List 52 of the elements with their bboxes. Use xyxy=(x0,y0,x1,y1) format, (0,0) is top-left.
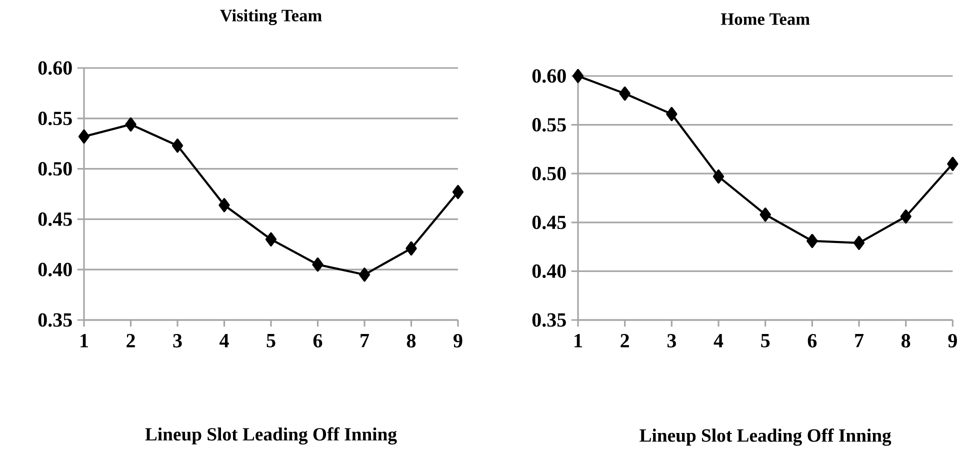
y-tick-label: 0.35 xyxy=(532,313,566,327)
x-axis-title: Lineup Slot Leading Off Inning xyxy=(145,427,397,445)
point xyxy=(760,208,771,222)
point xyxy=(125,117,136,132)
x-tick-label: 4 xyxy=(220,334,229,348)
point xyxy=(619,86,630,101)
point xyxy=(78,129,90,144)
x-tick-label: 8 xyxy=(902,334,910,348)
y-tick-label: 0.50 xyxy=(38,162,72,176)
chart-title: Visiting Team xyxy=(220,9,322,26)
y-tick-label: 0.55 xyxy=(532,118,566,132)
point xyxy=(853,236,865,250)
x-tick-label: 8 xyxy=(406,334,416,348)
y-tick-label: 0.35 xyxy=(38,313,72,327)
point xyxy=(312,257,324,272)
point xyxy=(947,156,958,171)
x-tick-label: 4 xyxy=(714,334,724,348)
point xyxy=(172,138,184,153)
x-tick-label: 5 xyxy=(266,334,276,348)
point xyxy=(358,268,370,282)
x-tick-label: 2 xyxy=(126,334,135,348)
x-tick-label: 1 xyxy=(80,334,88,348)
y-tick-label: 0.50 xyxy=(532,166,566,180)
point xyxy=(666,106,678,122)
x-tick-label: 9 xyxy=(454,334,462,348)
y-tick-label: 0.60 xyxy=(532,69,566,83)
y-tick-label: 0.45 xyxy=(38,212,72,226)
y-tick-label: 0.40 xyxy=(532,264,566,278)
y-tick-label: 0.40 xyxy=(38,262,72,276)
x-tick-label: 7 xyxy=(855,334,864,348)
point xyxy=(218,198,230,212)
x-axis-title: Lineup Slot Leading Off Inning xyxy=(640,428,892,446)
x-tick-label: 5 xyxy=(761,334,770,348)
x-tick-label: 3 xyxy=(667,334,676,348)
point xyxy=(406,241,417,256)
point xyxy=(265,232,277,246)
point xyxy=(452,184,464,200)
chart-title: Home Team xyxy=(720,13,810,25)
x-tick-label: 1 xyxy=(574,334,582,348)
y-tick-label: 0.60 xyxy=(38,61,72,75)
x-tick-label: 9 xyxy=(948,334,957,348)
y-tick-label: 0.55 xyxy=(38,112,72,126)
y-tick-label: 0.45 xyxy=(532,216,566,230)
x-tick-label: 3 xyxy=(173,334,182,348)
x-tick-label: 7 xyxy=(360,334,370,348)
x-tick-label: 6 xyxy=(313,334,322,348)
x-tick-label: 2 xyxy=(620,334,629,348)
point xyxy=(806,234,818,248)
point xyxy=(712,169,724,184)
point xyxy=(900,209,912,224)
x-tick-label: 6 xyxy=(808,334,817,348)
point xyxy=(572,68,584,84)
